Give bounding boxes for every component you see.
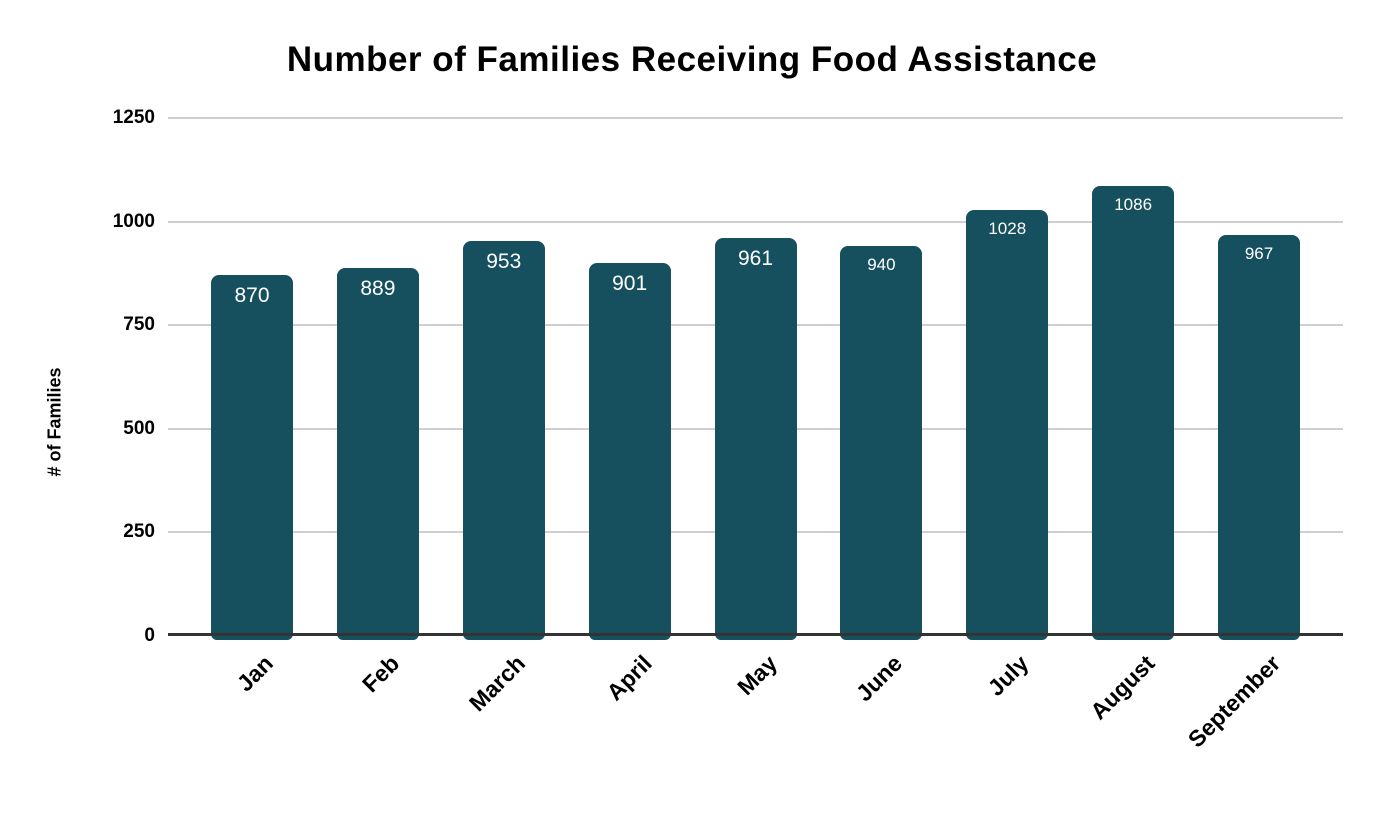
bar-value-label: 1028 [988, 219, 1027, 238]
bar-series: 870 889 953 901 961 940 1028 1086 967 [168, 118, 1343, 640]
y-tick-label: 750 [123, 314, 155, 336]
bar-value-label: 953 [486, 250, 522, 273]
x-tick-label: August [1084, 650, 1160, 725]
x-tick-label: June [851, 650, 908, 707]
bar-september: 967 [1218, 235, 1300, 640]
plot-area: 870 889 953 901 961 940 1028 1086 967 [168, 117, 1343, 640]
x-tick-label: July [982, 650, 1034, 701]
x-tick-label: September [1182, 650, 1286, 753]
chart-title: Number of Families Receiving Food Assist… [286, 40, 1098, 79]
bar-value-label: 961 [737, 247, 774, 270]
x-tick-label: Jan [231, 650, 279, 697]
bar-jan: 870 [211, 275, 293, 640]
bar-value-label: 901 [612, 272, 648, 295]
bar-value-label: 889 [360, 277, 396, 300]
y-tick-label: 1000 [112, 210, 155, 232]
x-axis-line [168, 633, 1343, 636]
bar-june: 940 [840, 246, 923, 640]
bar-march: 953 [462, 241, 545, 640]
gridline [168, 220, 1343, 223]
gridline [168, 117, 1343, 119]
bar-july: 1028 [966, 210, 1049, 640]
bar-value-label: 940 [867, 255, 896, 274]
bar-may: 961 [714, 238, 797, 640]
x-tick-label: May [732, 650, 783, 701]
y-tick-label: 0 [144, 625, 155, 646]
y-tick-label: 1250 [112, 107, 155, 128]
x-tick-label: Feb [357, 650, 405, 698]
bar-value-label: 1086 [1114, 195, 1153, 214]
bar-value-label: 870 [234, 284, 270, 307]
bar-april: 901 [588, 263, 671, 640]
y-tick-label: 500 [123, 417, 155, 439]
y-tick-label: 250 [123, 521, 155, 543]
x-tick-label: April [600, 650, 657, 706]
bar-feb: 889 [336, 268, 419, 640]
x-tick-label: March [464, 650, 531, 717]
bar-august: 1086 [1092, 186, 1175, 640]
bar-value-label: 967 [1244, 244, 1274, 263]
